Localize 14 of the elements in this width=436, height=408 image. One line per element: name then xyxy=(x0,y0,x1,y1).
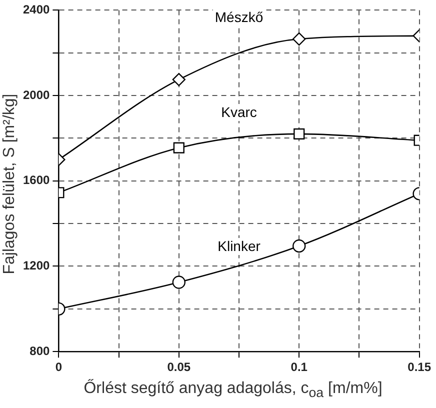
y-tick-label: 1600 xyxy=(22,173,50,188)
y-axis-title: Fajlagos felület, S [m²/kg] xyxy=(1,92,19,276)
series-label: Klinker xyxy=(218,238,261,254)
series-label: Kvarc xyxy=(221,104,257,120)
y-tick-label: 800 xyxy=(30,344,50,358)
x-tick-label: 0.05 xyxy=(167,360,191,374)
y-tick-label: 2400 xyxy=(22,2,50,17)
y-tick-label: 1200 xyxy=(22,258,50,273)
x-axis-title: Őrlést segítő anyag adagolás, c$_{oa}$ [m/m%] xyxy=(82,380,384,400)
x-tick-label: 0.15 xyxy=(408,360,432,374)
series-label: Mészkő xyxy=(214,8,264,25)
x-tick-label: 0 xyxy=(55,360,62,374)
x-tick-label: 0.1 xyxy=(290,360,308,374)
y-tick-label: 2000 xyxy=(22,88,50,102)
